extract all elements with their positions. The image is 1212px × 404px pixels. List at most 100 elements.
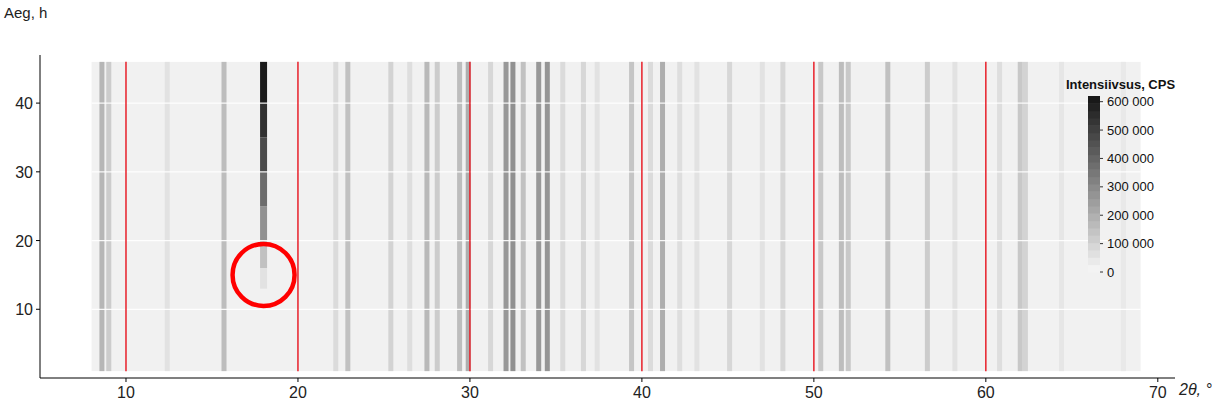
colorbar-step (1088, 133, 1100, 141)
colorbar-tick (1100, 130, 1103, 131)
x-tick (469, 378, 470, 382)
colorbar-tick (1100, 272, 1103, 273)
x-tick (641, 378, 642, 382)
y-tick-label: 40 (15, 95, 33, 112)
colorbar-tick-label: 100 000 (1107, 236, 1154, 251)
peak-band (694, 62, 699, 371)
colorbar-step (1088, 147, 1100, 155)
peak-band (818, 62, 823, 371)
colorbar-step (1088, 103, 1100, 111)
peak-band (333, 62, 338, 371)
colorbar-step (1088, 184, 1100, 192)
colorbar-tick (1100, 186, 1103, 187)
peak-band (727, 62, 732, 371)
peak-band (457, 62, 462, 371)
peak-band (839, 62, 844, 371)
y-tick (36, 309, 40, 310)
colorbar-step (1088, 177, 1100, 185)
peak-band (545, 62, 550, 371)
grid-line-x (297, 62, 299, 371)
chart: 1020304050607010203040Aeg, h2θ, °Intensi… (0, 0, 1212, 404)
x-tick (297, 378, 298, 382)
colorbar-tick (1100, 243, 1103, 244)
peak-band (388, 62, 393, 371)
colorbar-step (1088, 162, 1100, 170)
y-tick-label: 10 (15, 301, 33, 318)
colorbar-step (1088, 118, 1100, 126)
growing-peak-cell (260, 172, 267, 206)
grid-line-x (985, 62, 987, 371)
colorbar-step (1088, 221, 1100, 229)
colorbar-step (1088, 257, 1100, 265)
grid-line-y (92, 309, 1141, 310)
peak-band (424, 62, 429, 371)
peak-band (504, 62, 509, 371)
x-tick-label: 50 (805, 384, 823, 401)
peak-band (560, 62, 565, 371)
colorbar-tick (1100, 101, 1103, 102)
colorbar-tick-label: 0 (1107, 265, 1114, 280)
peak-band (222, 62, 227, 371)
peak-band (435, 62, 440, 371)
peak-band (521, 62, 526, 371)
plot-area (92, 62, 1141, 371)
growing-peak-cell (260, 206, 267, 240)
grid-line-y (92, 103, 1141, 104)
grid-line-y (92, 171, 1141, 172)
peak-band (106, 62, 111, 371)
x-tick-label: 60 (977, 384, 995, 401)
y-tick-label: 30 (15, 164, 33, 181)
peak-band (760, 62, 765, 371)
colorbar-step (1088, 125, 1100, 133)
colorbar-step (1088, 140, 1100, 148)
peak-band (925, 62, 930, 371)
colorbar-step (1088, 111, 1100, 119)
peak-band (581, 62, 586, 371)
x-tick-label: 70 (1149, 384, 1167, 401)
growing-peak-cell (260, 268, 267, 289)
peak-band (997, 62, 1002, 371)
peak-band (595, 62, 600, 371)
growing-peak-cell (260, 62, 267, 103)
x-tick (813, 378, 814, 382)
x-tick (985, 378, 986, 382)
peak-band (466, 62, 471, 371)
colorbar-step (1088, 250, 1100, 258)
peak-band (885, 62, 890, 371)
colorbar-step (1088, 243, 1100, 251)
peak-band (165, 62, 170, 371)
x-tick (1157, 378, 1158, 382)
peak-band (677, 62, 682, 371)
colorbar-step (1088, 235, 1100, 243)
colorbar-step (1088, 96, 1100, 104)
peak-band (407, 62, 412, 371)
colorbar-tick-label: 500 000 (1107, 123, 1154, 138)
colorbar-title: Intensiivsus, CPS (1066, 77, 1175, 92)
x-tick-label: 40 (633, 384, 651, 401)
growing-peak-cell (260, 103, 267, 137)
y-tick (36, 171, 40, 172)
colorbar-tick (1100, 158, 1103, 159)
peak-band (99, 62, 104, 371)
colorbar-step (1088, 199, 1100, 207)
y-axis-title: Aeg, h (4, 4, 47, 21)
y-tick (36, 240, 40, 241)
y-tick (36, 103, 40, 104)
colorbar-step (1088, 228, 1100, 236)
colorbar-step (1088, 265, 1100, 273)
peak-band (345, 62, 350, 371)
annotation-circle (233, 244, 295, 306)
colorbar-tick-label: 300 000 (1107, 179, 1154, 194)
x-axis-title: 2θ, ° (1178, 381, 1212, 398)
peak-band (660, 62, 665, 371)
peak-band (629, 62, 634, 371)
colorbar-step (1088, 213, 1100, 221)
colorbar-step (1088, 206, 1100, 214)
growing-peak-cell (260, 137, 267, 171)
peak-band (648, 62, 653, 371)
colorbar-step (1088, 169, 1100, 177)
peak-band (846, 62, 851, 371)
peak-band (1059, 62, 1064, 371)
colorbar-tick-label: 200 000 (1107, 208, 1154, 223)
x-axis (40, 378, 1175, 379)
